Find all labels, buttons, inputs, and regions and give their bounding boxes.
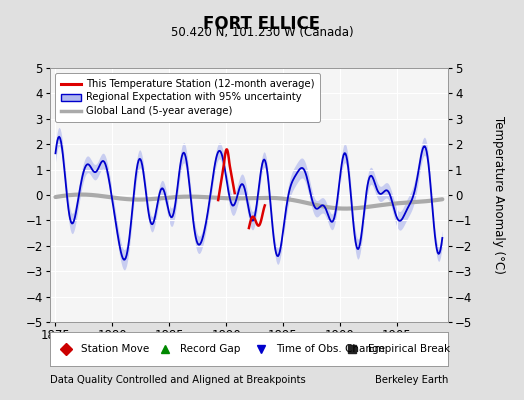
Text: Empirical Break: Empirical Break [367,344,450,354]
Text: 50.420 N, 101.230 W (Canada): 50.420 N, 101.230 W (Canada) [171,26,353,39]
Text: Station Move: Station Move [81,344,149,354]
Text: FORT ELLICE: FORT ELLICE [203,15,321,33]
Legend: This Temperature Station (12-month average), Regional Expectation with 95% uncer: This Temperature Station (12-month avera… [55,73,320,122]
Text: Berkeley Earth: Berkeley Earth [375,375,448,385]
Y-axis label: Temperature Anomaly (°C): Temperature Anomaly (°C) [492,116,505,274]
Text: Record Gap: Record Gap [180,344,241,354]
Text: Time of Obs. Change: Time of Obs. Change [276,344,385,354]
Text: Data Quality Controlled and Aligned at Breakpoints: Data Quality Controlled and Aligned at B… [50,375,305,385]
